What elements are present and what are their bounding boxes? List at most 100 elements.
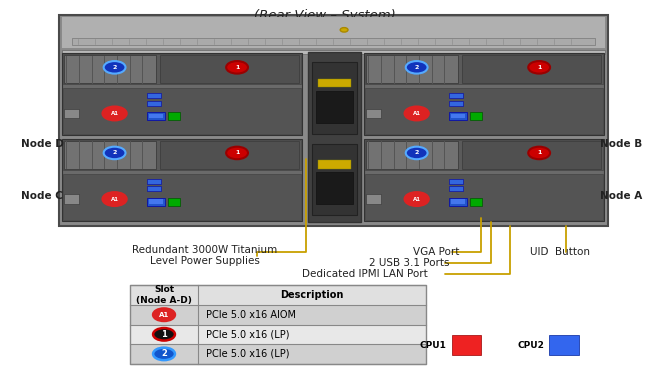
Bar (365, 54, 603, 84)
Bar (72, 38, 595, 45)
Circle shape (103, 147, 125, 159)
Bar (63, 140, 300, 170)
Bar (449, 112, 467, 120)
Text: 2: 2 (161, 350, 167, 358)
Bar (159, 141, 299, 169)
Bar (168, 198, 179, 206)
Bar (367, 141, 458, 169)
Bar (365, 88, 603, 134)
Bar (449, 179, 463, 184)
Bar (149, 113, 163, 118)
Circle shape (404, 107, 429, 120)
Bar (364, 139, 604, 221)
Bar (311, 144, 358, 215)
Bar (62, 53, 302, 135)
Text: 1: 1 (537, 65, 541, 70)
Bar (62, 50, 604, 54)
Circle shape (153, 348, 175, 360)
Text: Node D: Node D (21, 139, 64, 148)
Text: Dedicated IPMI LAN Port: Dedicated IPMI LAN Port (302, 269, 428, 279)
Circle shape (340, 28, 348, 32)
Text: CPU2: CPU2 (517, 341, 544, 350)
Text: 2: 2 (112, 65, 117, 70)
Text: UID  Button: UID Button (530, 247, 590, 257)
Bar (64, 55, 155, 83)
Bar (311, 62, 358, 134)
Bar (470, 198, 482, 206)
Bar (62, 17, 604, 48)
Bar (130, 344, 426, 364)
Bar (147, 179, 161, 184)
Circle shape (404, 192, 429, 206)
Bar (449, 198, 467, 206)
Bar (58, 15, 608, 226)
Text: Description: Description (280, 290, 344, 300)
Bar (147, 186, 161, 191)
Text: 1: 1 (235, 65, 239, 70)
Text: PCIe 5.0 x16 (LP): PCIe 5.0 x16 (LP) (206, 329, 289, 339)
Bar (149, 199, 163, 204)
Bar (367, 55, 458, 83)
Circle shape (528, 61, 550, 73)
Bar (318, 79, 351, 87)
Text: Slot
(Node A-D): Slot (Node A-D) (136, 285, 192, 305)
Circle shape (103, 107, 127, 120)
Text: Node A: Node A (599, 191, 642, 201)
Bar (318, 160, 351, 169)
Text: VGA Port: VGA Port (413, 247, 459, 257)
Bar (367, 194, 381, 204)
Text: 2: 2 (415, 65, 419, 70)
Circle shape (103, 192, 127, 206)
Circle shape (153, 308, 175, 321)
Circle shape (406, 61, 428, 73)
Circle shape (226, 147, 248, 159)
Bar (159, 55, 299, 83)
Bar (147, 94, 161, 98)
Bar (470, 112, 482, 120)
Text: PCIe 5.0 x16 (LP): PCIe 5.0 x16 (LP) (206, 349, 289, 359)
Bar (130, 325, 426, 344)
Bar (462, 55, 601, 83)
Text: 2: 2 (112, 150, 117, 156)
Text: A1: A1 (111, 111, 118, 116)
Bar (365, 140, 603, 170)
Text: A1: A1 (413, 111, 421, 116)
Bar (364, 53, 604, 135)
Text: Node B: Node B (599, 139, 642, 148)
Text: Node C: Node C (21, 191, 63, 201)
Circle shape (528, 147, 550, 159)
Bar (451, 113, 465, 118)
Bar (147, 198, 165, 206)
Bar (63, 54, 300, 84)
Text: 2: 2 (415, 150, 419, 156)
Bar (130, 285, 426, 364)
Bar (130, 305, 426, 325)
Circle shape (406, 147, 428, 159)
Text: A1: A1 (413, 197, 421, 201)
Bar (64, 194, 79, 204)
Text: A1: A1 (111, 197, 118, 201)
Text: 1: 1 (161, 330, 167, 339)
Circle shape (226, 61, 248, 73)
Text: CPU1: CPU1 (420, 341, 447, 350)
Bar (462, 141, 601, 169)
Text: A1: A1 (159, 312, 169, 318)
Bar (451, 199, 465, 204)
Bar (549, 335, 578, 355)
Bar (63, 88, 300, 134)
Bar (63, 174, 300, 220)
Bar (64, 141, 155, 169)
Bar (64, 109, 79, 118)
Bar (452, 335, 481, 355)
Bar (449, 101, 463, 106)
Bar (316, 172, 353, 204)
Bar (147, 101, 161, 106)
Bar (367, 109, 381, 118)
Circle shape (153, 328, 175, 341)
Text: 1: 1 (235, 150, 239, 156)
Bar (449, 94, 463, 98)
Bar (308, 52, 361, 222)
Bar (168, 112, 179, 120)
Bar (365, 174, 603, 220)
Bar (316, 91, 353, 123)
